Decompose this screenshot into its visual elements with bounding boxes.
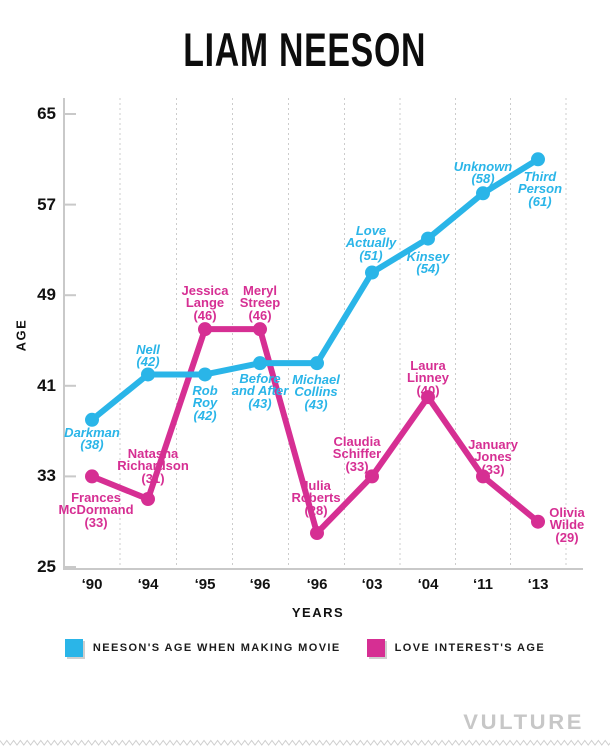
point-label-neeson-4: Michael Collins (43) <box>292 372 340 412</box>
y-tick-label: 57 <box>37 194 56 214</box>
data-point-neeson-5 <box>365 265 379 280</box>
point-label-neeson-7: Unknown (58) <box>453 159 513 187</box>
y-tick-label: 33 <box>37 466 56 486</box>
legend-item-love_interest: LOVE INTEREST'S AGE <box>366 639 546 657</box>
page-title: LIAM NEESON <box>183 23 427 76</box>
point-label-neeson-1: Nell (42) <box>136 342 160 370</box>
data-point-love_interest-6 <box>421 390 435 405</box>
data-point-love_interest-0 <box>85 469 99 484</box>
point-label-love_interest-1: Natasha Richardson (31) <box>117 446 189 486</box>
data-point-neeson-0 <box>85 412 99 427</box>
data-point-love_interest-8 <box>531 514 545 529</box>
x-tick-label: ‘95 <box>194 576 216 593</box>
y-tick-label: 49 <box>37 285 56 305</box>
data-point-love_interest-5 <box>365 469 379 484</box>
point-label-neeson-6: Kinsey (54) <box>406 249 450 277</box>
x-tick-label: ‘96 <box>306 576 328 593</box>
data-point-neeson-4 <box>310 356 324 371</box>
y-tick-label: 41 <box>37 375 56 395</box>
y-axis-title: AGE <box>13 318 29 352</box>
legend-item-neeson: NEESON'S AGE WHEN MAKING MOVIE <box>64 639 341 657</box>
y-tick-label: 25 <box>37 557 56 576</box>
point-label-love_interest-7: January Jones (33) <box>468 437 518 477</box>
data-point-neeson-7 <box>476 186 490 201</box>
y-tick-label: 65 <box>37 104 56 123</box>
point-label-neeson-2: Rob Roy (42) <box>192 383 218 423</box>
title-row: LIAM NEESON <box>0 22 610 77</box>
data-point-love_interest-2 <box>198 322 212 337</box>
x-tick-label: ‘96 <box>249 576 271 593</box>
legend-swatch-love_interest <box>366 639 385 657</box>
data-point-neeson-2 <box>198 367 212 382</box>
legend: NEESON'S AGE WHEN MAKING MOVIE LOVE INTER… <box>0 639 610 657</box>
point-label-love_interest-3: Meryl Streep (46) <box>239 283 281 323</box>
point-label-love_interest-0: Frances McDormand (33) <box>58 490 134 530</box>
x-axis-title: YEARS <box>291 605 345 620</box>
data-point-neeson-6 <box>421 231 435 246</box>
point-label-neeson-3: Before and After (43) <box>231 371 289 411</box>
point-label-neeson-5: Love Actually (51) <box>345 223 397 263</box>
x-tick-label: ‘13 <box>527 576 549 593</box>
point-label-neeson-8: Third Person (61) <box>517 169 563 209</box>
x-tick-label: ‘94 <box>137 576 159 593</box>
point-label-love_interest-6: Laura Linney (40) <box>407 358 449 398</box>
legend-label-love_interest: LOVE INTEREST'S AGE <box>394 642 546 654</box>
data-point-love_interest-4 <box>310 526 324 541</box>
x-tick-label: ‘03 <box>361 576 383 593</box>
data-point-love_interest-3 <box>253 322 267 337</box>
zigzag-border <box>0 739 610 746</box>
data-point-love_interest-7 <box>476 469 490 484</box>
point-label-love_interest-4: Julia Roberts (28) <box>291 478 341 518</box>
legend-swatch-neeson <box>64 639 83 657</box>
x-tick-label: ‘04 <box>417 576 439 593</box>
vulture-logo: VULTURE <box>463 711 584 734</box>
data-point-love_interest-1 <box>141 492 155 507</box>
point-label-neeson-0: Darkman (38) <box>64 425 120 453</box>
x-tick-label: ‘90 <box>81 576 103 593</box>
data-point-neeson-1 <box>141 367 155 382</box>
point-label-love_interest-8: Olivia Wilde (29) <box>549 505 585 545</box>
data-point-neeson-8 <box>531 152 545 167</box>
data-point-neeson-3 <box>253 356 267 371</box>
legend-label-neeson: NEESON'S AGE WHEN MAKING MOVIE <box>92 642 341 654</box>
point-label-love_interest-2: Jessica Lange (46) <box>181 283 229 323</box>
x-tick-label: ‘11 <box>472 576 494 593</box>
point-label-love_interest-5: Claudia Schiffer (33) <box>332 434 382 474</box>
